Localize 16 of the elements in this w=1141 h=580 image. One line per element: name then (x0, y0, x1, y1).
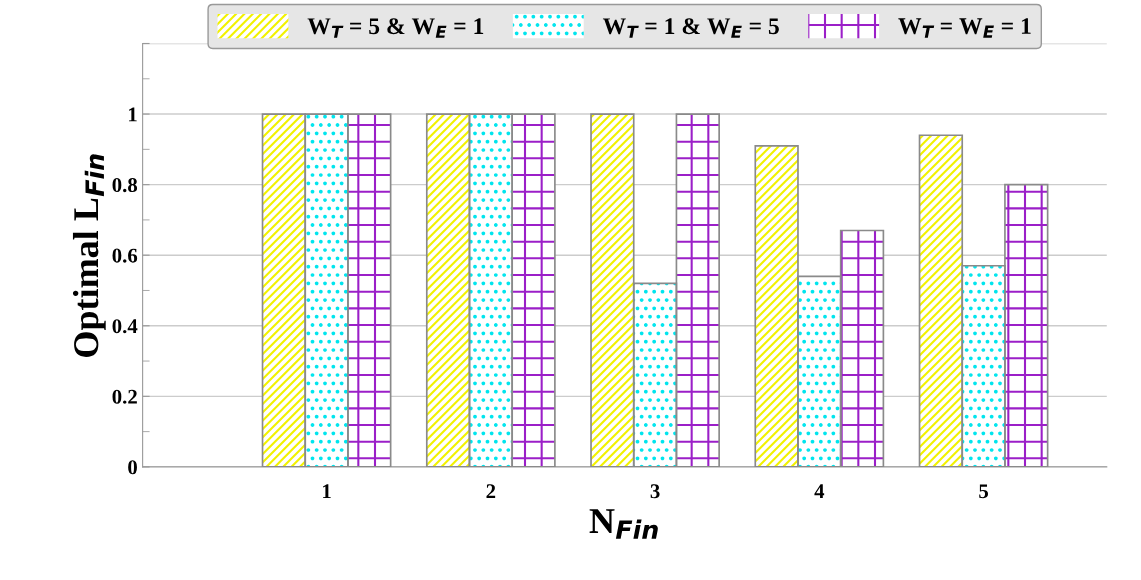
legend-label: W$_{T}$ = W$_{E}$ = 1 (898, 18, 1031, 38)
legend-label: W$_{T}$ = 1 & W$_{E}$ = 5 (602, 18, 779, 38)
x-tick-label: 5 (979, 484, 989, 499)
y-tick-label: 0.4 (112, 319, 138, 334)
y-tick-label: 0 (128, 460, 137, 475)
x-tick-label: 4 (814, 484, 825, 499)
y-axis-title: Optimal L$_{Fin}$ (72, 154, 106, 357)
y-tick-label: 0.2 (112, 389, 137, 404)
x-axis-title: N$_{Fin}$ (589, 509, 658, 539)
y-tick-label: 1 (129, 107, 137, 122)
legend-label: W$_{T}$ = 5 & W$_{E}$ = 1 (307, 18, 484, 38)
y-tick-label: 0.6 (112, 248, 138, 263)
x-tick-label: 1 (323, 484, 331, 499)
x-tick-label: 2 (486, 484, 496, 499)
y-tick-label: 0.8 (112, 178, 138, 193)
x-tick-label: 3 (650, 484, 660, 499)
